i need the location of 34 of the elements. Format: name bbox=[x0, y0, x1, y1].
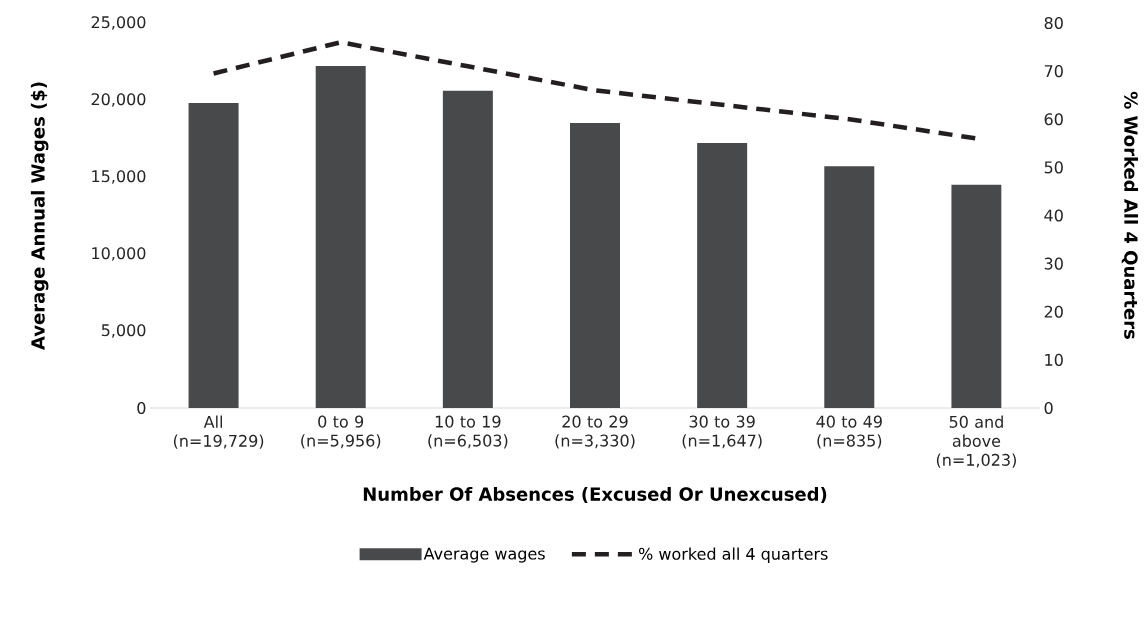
y2-tick-label: 60 bbox=[1044, 113, 1063, 126]
y2-tick-label: 10 bbox=[1045, 353, 1063, 366]
y-tick-label: 10,000 bbox=[92, 247, 146, 261]
y2-tick-label: 70 bbox=[1044, 65, 1063, 78]
y2-tick-label: 80 bbox=[1044, 16, 1063, 30]
y-axis-title: Average Annual Wages ($) bbox=[30, 82, 49, 350]
bar bbox=[697, 143, 748, 408]
x-tick-label: 20 to 29 (n=3,330) bbox=[555, 415, 635, 449]
x-tick-label: 40 to 49 (n=835) bbox=[816, 415, 882, 449]
y2-axis-title: % Worked All 4 Quarters bbox=[1121, 91, 1139, 339]
y2-tick-label: 50 bbox=[1044, 161, 1063, 174]
y2-tick-label: 0 bbox=[1044, 401, 1053, 415]
y-tick-label: 0 bbox=[137, 401, 146, 415]
bar bbox=[824, 166, 875, 408]
y2-tick-label: 20 bbox=[1044, 305, 1063, 318]
legend-label: % worked all 4 quarters bbox=[639, 547, 828, 563]
x-tick-label: 0 to 9 (n=5,956) bbox=[301, 415, 381, 449]
bar bbox=[188, 103, 239, 408]
x-tick-label: 50 and above (n=1,023) bbox=[936, 415, 1016, 468]
x-tick-label: 30 to 39 (n=1,647) bbox=[682, 415, 762, 449]
bar bbox=[315, 66, 366, 408]
x-tick-label: 10 to 19 (n=6,503) bbox=[428, 415, 508, 449]
y-tick-label: 25,000 bbox=[91, 16, 146, 30]
y2-tick-label: 40 bbox=[1044, 209, 1063, 222]
legend-label: Average wages bbox=[423, 547, 545, 563]
x-axis-title: Number Of Absences (Excused Or Unexcused) bbox=[363, 486, 827, 504]
y-tick-label: 15,000 bbox=[92, 170, 146, 184]
y-tick-label: 20,000 bbox=[91, 93, 146, 107]
bar bbox=[570, 123, 620, 408]
y-tick-label: 5,000 bbox=[101, 324, 146, 338]
x-tick-label: All (n=19,729) bbox=[173, 415, 264, 449]
bar bbox=[951, 184, 1002, 408]
bar bbox=[442, 90, 493, 408]
y2-tick-label: 30 bbox=[1044, 257, 1063, 270]
